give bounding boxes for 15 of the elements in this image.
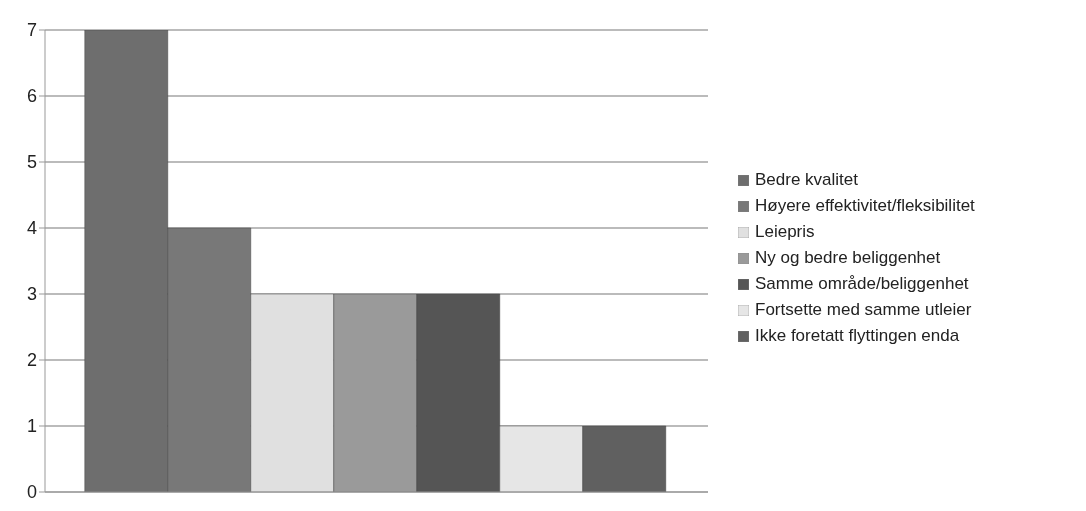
legend-label: Samme område/beliggenhet: [755, 273, 969, 295]
legend-label: Bedre kvalitet: [755, 169, 858, 191]
y-tick-label: 2: [26, 350, 37, 371]
legend-label: Fortsette med samme utleier: [755, 299, 972, 321]
y-tick-label: 1: [26, 416, 37, 437]
y-tick-label: 3: [26, 284, 37, 305]
legend-label: Ny og bedre beliggenhet: [755, 247, 941, 269]
y-tick-label: 6: [26, 86, 37, 107]
y-tick-label: 7: [26, 20, 37, 41]
legend-label: Høyere effektivitet/fleksibilitet: [755, 195, 975, 217]
y-tick-label: 5: [26, 152, 37, 173]
y-tick-label: 0: [26, 482, 37, 503]
legend-label: Ikke foretatt flyttingen enda: [755, 325, 960, 347]
legend-label: Leiepris: [755, 221, 815, 243]
y-tick-label: 4: [26, 218, 37, 239]
